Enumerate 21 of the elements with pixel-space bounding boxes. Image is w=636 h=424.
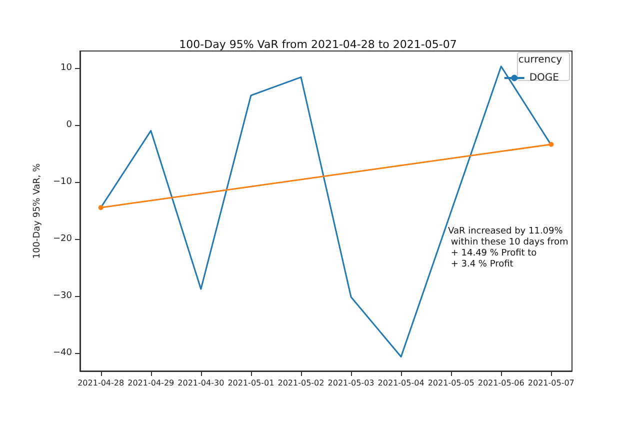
y-tick-label: −30 [53, 290, 72, 301]
legend-title: currency [518, 54, 562, 66]
x-tick-label: 2021-05-06 [478, 378, 524, 388]
chart-title: 100-Day 95% VaR from 2021-04-28 to 2021-05-07 [179, 38, 457, 51]
x-tick-label: 2021-05-04 [378, 378, 424, 388]
y-tick-label: −10 [53, 176, 72, 187]
y-tick-label: 0 [66, 120, 72, 130]
x-tick-label: 2021-04-29 [128, 378, 174, 388]
x-tick-label: 2021-05-03 [328, 378, 374, 388]
y-tick-label: −40 [53, 348, 72, 358]
x-tick-label: 2021-05-01 [228, 378, 274, 388]
annotation: VaR increased by 11.09% within these 10 days from + 14.49 % Profit to + 3.4 % Profit [448, 226, 568, 270]
x-tick-label: 2021-04-30 [178, 378, 224, 388]
x-tick-label: 2021-05-02 [278, 378, 324, 388]
legend-label: DOGE [529, 72, 559, 84]
y-tick-label: −20 [53, 234, 72, 244]
x-tick-label: 2021-05-07 [528, 378, 574, 388]
x-tick-label: 2021-05-05 [428, 378, 474, 388]
y-axis-title: 100-Day 95% VaR, % [32, 162, 43, 259]
y-tick-label: 10 [60, 63, 72, 74]
x-tick-label: 2021-04-28 [78, 378, 124, 388]
